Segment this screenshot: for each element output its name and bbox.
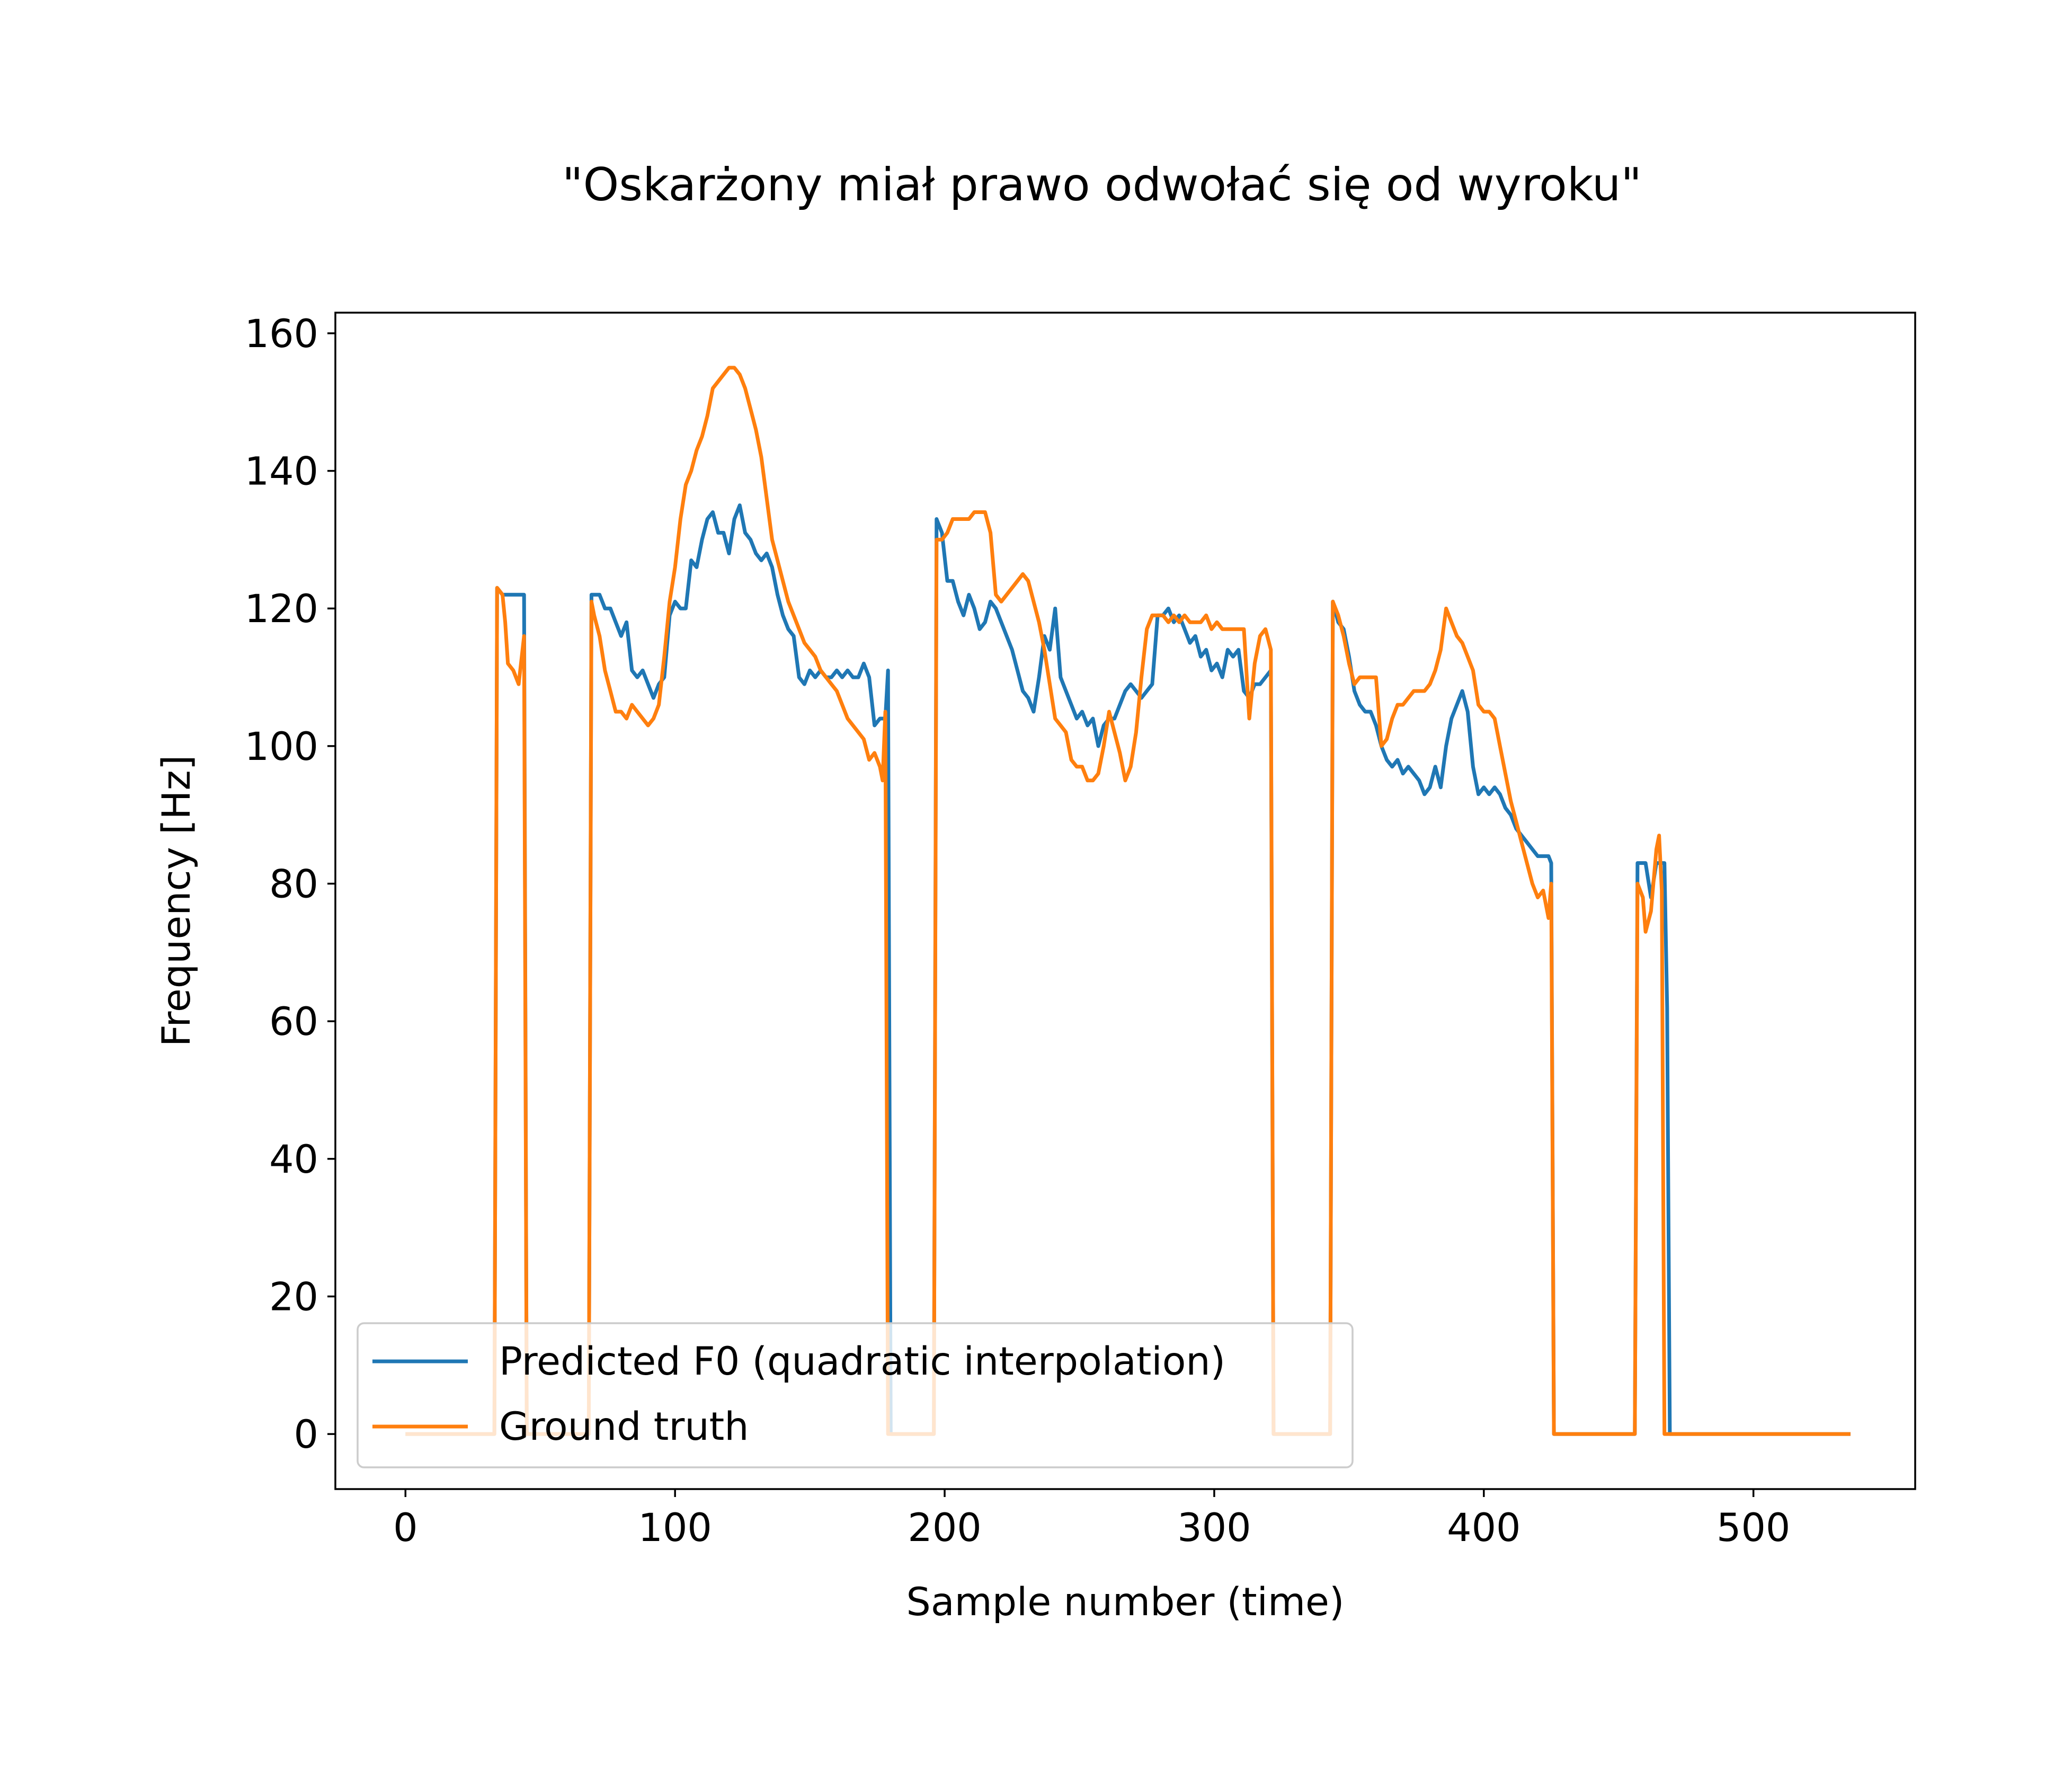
y-tick-label: 20: [269, 1274, 318, 1319]
legend-label-predicted: Predicted F0 (quadratic interpolation): [499, 1339, 1225, 1384]
x-tick-label: 400: [1447, 1506, 1520, 1551]
x-tick-label: 300: [1177, 1506, 1251, 1551]
plot-frame: [334, 312, 1916, 1490]
x-tick-label: 0: [393, 1506, 417, 1551]
x-tick-label: 100: [638, 1506, 712, 1551]
legend: Predicted F0 (quadratic interpolation) G…: [357, 1322, 1354, 1468]
y-tick-label: 120: [245, 587, 318, 632]
y-tick-label: 140: [245, 449, 318, 494]
y-tick-label: 40: [269, 1137, 318, 1182]
x-tick-label: 200: [908, 1506, 981, 1551]
x-tick-label: 500: [1717, 1506, 1790, 1551]
y-tick-label: 0: [294, 1412, 318, 1457]
series-line-ground-truth: [405, 366, 1851, 1436]
y-tick-label: 80: [269, 862, 318, 907]
series-line-predicted: [405, 503, 1851, 1436]
y-tick-label: 60: [269, 999, 318, 1044]
ticks-layer: 0 100 200 300 400 500 0 20 40 60 80 100 120 140 160: [245, 312, 1791, 1551]
legend-label-ground-truth: Ground truth: [499, 1404, 749, 1449]
y-axis-label: Frequency [Hz]: [154, 755, 199, 1047]
chart-title: "Oskarżony miał prawo odwołać się od wyr…: [562, 158, 1642, 211]
y-tick-label: 160: [245, 312, 318, 357]
legend-box: [357, 1322, 1354, 1468]
series-layer: [405, 366, 1851, 1436]
x-axis-label: Sample number (time): [906, 1580, 1345, 1625]
y-tick-label: 100: [245, 724, 318, 769]
